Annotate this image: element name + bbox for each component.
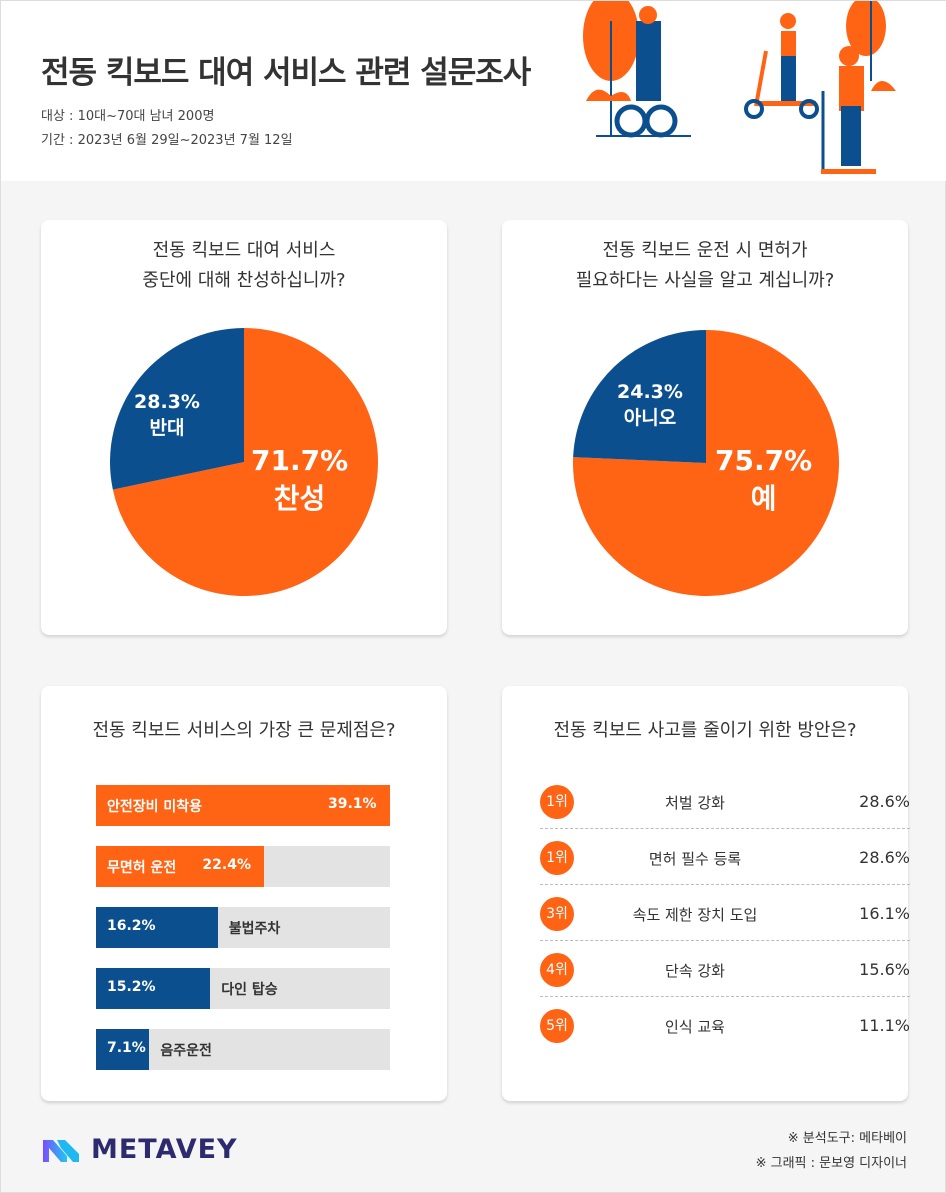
question-line: 필요하다는 사실을 알고 계십니까? [575,270,835,291]
bar-card-problems: 전동 킥보드 서비스의 가장 큰 문제점은? 안전장비 미착용 39.1% 무면허… [41,686,447,1101]
rank-value: 28.6% [859,848,910,867]
question-line: 전동 킥보드 운전 시 면허가 [602,240,808,261]
credit-tool: ※ 분석도구: 메타베이 [787,1131,907,1146]
rank-badge: 1위 [540,785,574,819]
bar-label: 다인 탑승 [221,982,278,998]
metavey-logo-icon [43,1139,79,1162]
pie-slice [110,328,244,490]
slice-name: 예 [750,481,777,515]
survey-target: 대상 : 10대~70대 남녀 200명 [41,109,215,124]
bar-value: 39.1% [328,796,377,812]
bar-fill [96,1029,150,1070]
slice-label-oppose: 28.3% 반대 [134,390,200,441]
ranking-row: 5위 인식 교육 11.1% [540,997,910,1053]
bar-label: 안전장비 미착용 [107,799,203,815]
rank-item: 속도 제한 장치 도입 [632,906,758,924]
bar-value: 16.2% [107,918,156,934]
slice-name: 찬성 [273,481,326,515]
rank-value: 16.1% [859,904,910,923]
rank-badge: 3위 [540,897,574,931]
bar-label: 불법주차 [228,921,281,937]
rank-badge: 5위 [540,1009,574,1043]
rank-item: 인식 교육 [665,1018,725,1036]
question-title: 전동 킥보드 서비스의 가장 큰 문제점은? [92,720,396,741]
slice-label-yes: 75.7% 예 [715,442,812,518]
ranking-card-solutions: 전동 킥보드 사고를 줄이기 위한 방안은? 1위 처벌 강화 28.6% 1위 … [502,686,910,1101]
slice-percent: 71.7% [251,444,349,477]
slice-label-agree: 71.7% 찬성 [251,442,348,518]
slice-name: 아니오 [623,406,677,429]
rank-badge: 1위 [540,841,574,875]
slice-percent: 24.3% [617,381,683,403]
question-line: 중단에 대해 찬성하십니까? [142,270,346,291]
slice-percent: 75.7% [715,444,813,477]
bar-value: 15.2% [107,979,156,995]
survey-period: 기간 : 2023년 6월 29일~2023년 7월 12일 [41,133,293,148]
pie-chart [110,328,378,596]
rank-value: 15.6% [859,960,910,979]
slice-name: 반대 [149,416,185,439]
pie-slice [112,328,378,596]
rank-item: 처벌 강화 [665,794,725,812]
bar-row: 16.2% 불법주차 [96,907,390,948]
ranking-row: 3위 속도 제한 장치 도입 16.1% [540,885,910,941]
bar-label: 무면허 운전 [107,860,177,876]
rank-badge: 4위 [540,953,574,987]
bar-value: 22.4% [202,857,251,873]
logo-text: METAVEY [91,1134,238,1165]
bar-row: 무면허 운전 22.4% [96,846,390,887]
bar-fill [96,907,218,948]
header: 전동 킥보드 대여 서비스 관련 설문조사 대상 : 10대~70대 남녀 20… [1,1,946,181]
rank-value: 11.1% [859,1016,910,1035]
bar-fill [96,785,390,826]
ranking-row: 1위 처벌 강화 28.6% [540,773,910,829]
rank-item: 단속 강화 [665,962,725,980]
pie-chart [573,330,839,596]
bar-fill [96,968,211,1009]
pie-slice [573,330,706,463]
bar-row: 15.2% 다인 탑승 [96,968,390,1009]
ranking-row: 1위 면허 필수 등록 28.6% [540,829,910,885]
rank-item: 면허 필수 등록 [648,850,742,868]
metavey-logo: METAVEY [41,1134,238,1165]
slice-label-no: 24.3% 아니오 [617,380,683,431]
question-line: 전동 킥보드 대여 서비스 [152,240,336,261]
ranking-row: 4위 단속 강화 15.6% [540,941,910,997]
question-title: 전동 킥보드 사고를 줄이기 위한 방안은? [553,720,857,741]
page-title: 전동 킥보드 대여 서비스 관련 설문조사 [41,55,531,91]
rank-value: 28.6% [859,792,910,811]
scooter-riders-illustration [583,1,896,174]
slice-percent: 28.3% [134,391,200,413]
bar-row: 안전장비 미착용 39.1% [96,785,390,826]
bar-fill [96,846,265,887]
credit-graphic: ※ 그래픽 : 문보영 디자이너 [755,1156,907,1171]
bar-label: 음주운전 [160,1043,212,1059]
bar-row: 7.1% 음주운전 [96,1029,390,1070]
bar-value: 7.1% [107,1040,146,1056]
